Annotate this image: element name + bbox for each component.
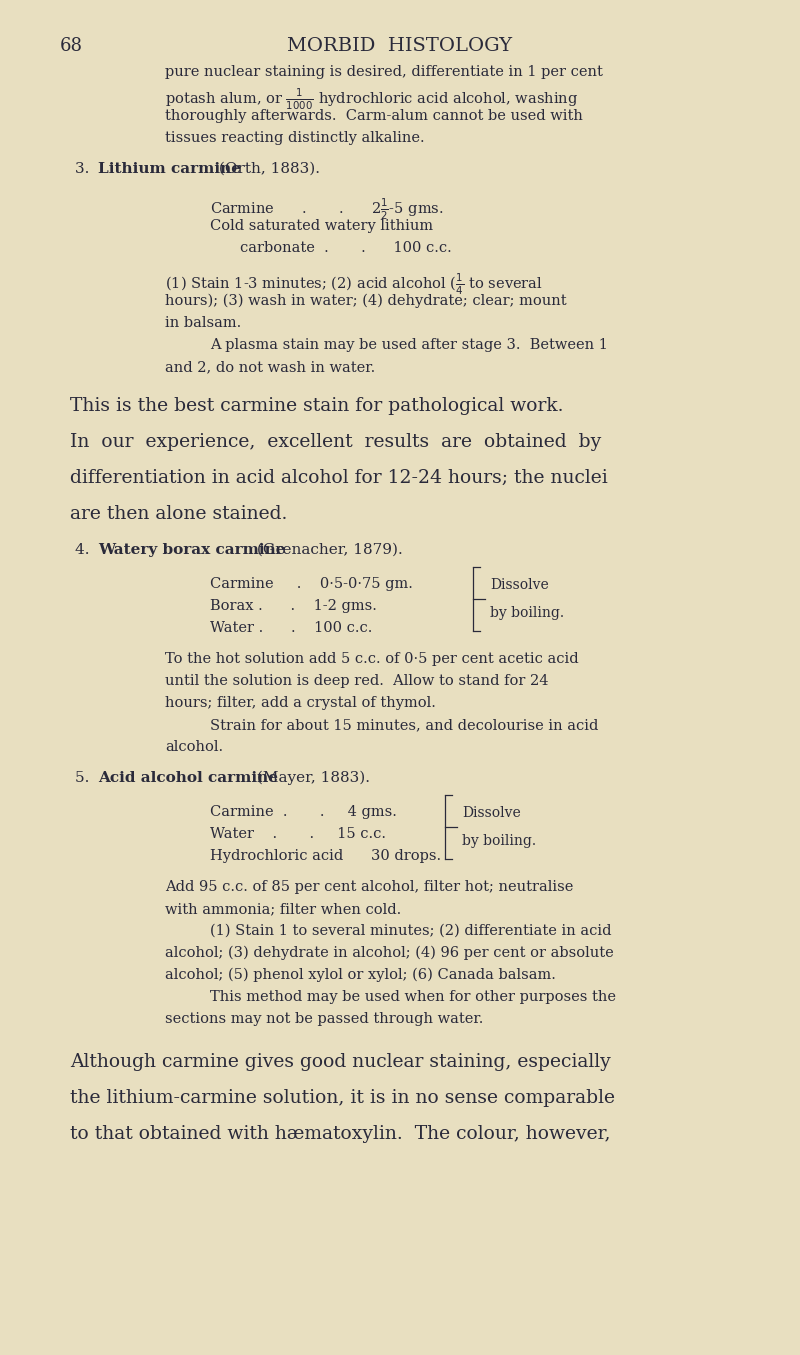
Text: 68: 68	[60, 37, 83, 56]
Text: carbonate  .       .      100 c.c.: carbonate . . 100 c.c.	[240, 241, 452, 255]
Text: until the solution is deep red.  Allow to stand for 24: until the solution is deep red. Allow to…	[165, 673, 549, 688]
Text: Watery borax carmine: Watery borax carmine	[98, 543, 286, 557]
Text: Acid alcohol carmine: Acid alcohol carmine	[98, 771, 278, 785]
Text: (Grenacher, 1879).: (Grenacher, 1879).	[252, 543, 403, 557]
Text: potash alum, or $\frac{1}{1000}$ hydrochloric acid alcohol, washing: potash alum, or $\frac{1}{1000}$ hydroch…	[165, 87, 578, 112]
Text: Hydrochloric acid      30 drops.: Hydrochloric acid 30 drops.	[210, 850, 441, 863]
Text: alcohol; (5) phenol xylol or xylol; (6) Canada balsam.: alcohol; (5) phenol xylol or xylol; (6) …	[165, 967, 556, 982]
Text: with ammonia; filter when cold.: with ammonia; filter when cold.	[165, 902, 402, 916]
Text: MORBID  HISTOLOGY: MORBID HISTOLOGY	[287, 37, 513, 56]
Text: (Orth, 1883).: (Orth, 1883).	[214, 163, 320, 176]
Text: differentiation in acid alcohol for 12-24 hours; the nuclei: differentiation in acid alcohol for 12-2…	[70, 469, 608, 486]
Text: Water .      .    100 c.c.: Water . . 100 c.c.	[210, 621, 372, 635]
Text: pure nuclear staining is desired, differentiate in 1 per cent: pure nuclear staining is desired, differ…	[165, 65, 603, 79]
Text: A plasma stain may be used after stage 3.  Between 1: A plasma stain may be used after stage 3…	[210, 337, 608, 352]
Text: 4.: 4.	[75, 543, 94, 557]
Text: (1) Stain 1 to several minutes; (2) differentiate in acid: (1) Stain 1 to several minutes; (2) diff…	[210, 924, 611, 938]
Text: This is the best carmine stain for pathological work.: This is the best carmine stain for patho…	[70, 397, 563, 415]
Text: sections may not be passed through water.: sections may not be passed through water…	[165, 1012, 483, 1026]
Text: alcohol; (3) dehydrate in alcohol; (4) 96 per cent or absolute: alcohol; (3) dehydrate in alcohol; (4) 9…	[165, 946, 614, 961]
Text: in balsam.: in balsam.	[165, 316, 242, 331]
Text: Although carmine gives good nuclear staining, especially: Although carmine gives good nuclear stai…	[70, 1053, 610, 1070]
Text: by boiling.: by boiling.	[490, 606, 564, 621]
Text: thoroughly afterwards.  Carm-alum cannot be used with: thoroughly afterwards. Carm-alum cannot …	[165, 108, 583, 123]
Text: are then alone stained.: are then alone stained.	[70, 505, 287, 523]
Text: and 2, do not wash in water.: and 2, do not wash in water.	[165, 360, 375, 374]
Text: (1) Stain 1-3 minutes; (2) acid alcohol ($\frac{1}{4}$ to several: (1) Stain 1-3 minutes; (2) acid alcohol …	[165, 272, 543, 297]
Text: the lithium-carmine solution, it is in no sense comparable: the lithium-carmine solution, it is in n…	[70, 1089, 615, 1107]
Text: Carmine      .       .      2$\frac{1}{2}$-5 gms.: Carmine . . 2$\frac{1}{2}$-5 gms.	[210, 196, 444, 222]
Text: Dissolve: Dissolve	[490, 579, 549, 592]
Text: alcohol.: alcohol.	[165, 740, 223, 753]
Text: to that obtained with hæmatoxylin.  The colour, however,: to that obtained with hæmatoxylin. The c…	[70, 1125, 610, 1144]
Text: (Mayer, 1883).: (Mayer, 1883).	[252, 771, 370, 786]
Text: tissues reacting distinctly alkaline.: tissues reacting distinctly alkaline.	[165, 131, 425, 145]
Text: hours; filter, add a crystal of thymol.: hours; filter, add a crystal of thymol.	[165, 696, 436, 710]
Text: This method may be used when for other purposes the: This method may be used when for other p…	[210, 991, 616, 1004]
Text: hours); (3) wash in water; (4) dehydrate; clear; mount: hours); (3) wash in water; (4) dehydrate…	[165, 294, 566, 309]
Text: Lithium carmine: Lithium carmine	[98, 163, 241, 176]
Text: Strain for about 15 minutes, and decolourise in acid: Strain for about 15 minutes, and decolou…	[210, 718, 598, 732]
Text: Cold saturated watery lithium: Cold saturated watery lithium	[210, 220, 433, 233]
Text: 3.: 3.	[75, 163, 94, 176]
Text: Borax .      .    1-2 gms.: Borax . . 1-2 gms.	[210, 599, 377, 612]
Text: Dissolve: Dissolve	[462, 806, 521, 820]
Text: In  our  experience,  excellent  results  are  obtained  by: In our experience, excellent results are…	[70, 434, 602, 451]
Text: Add 95 c.c. of 85 per cent alcohol, filter hot; neutralise: Add 95 c.c. of 85 per cent alcohol, filt…	[165, 879, 574, 894]
Text: Carmine     .    0·5-0·75 gm.: Carmine . 0·5-0·75 gm.	[210, 577, 413, 591]
Text: 5.: 5.	[75, 771, 94, 785]
Text: by boiling.: by boiling.	[462, 833, 536, 848]
Text: Carmine  .       .     4 gms.: Carmine . . 4 gms.	[210, 805, 397, 818]
Text: Water    .       .     15 c.c.: Water . . 15 c.c.	[210, 827, 386, 841]
Text: To the hot solution add 5 c.c. of 0·5 per cent acetic acid: To the hot solution add 5 c.c. of 0·5 pe…	[165, 652, 578, 667]
